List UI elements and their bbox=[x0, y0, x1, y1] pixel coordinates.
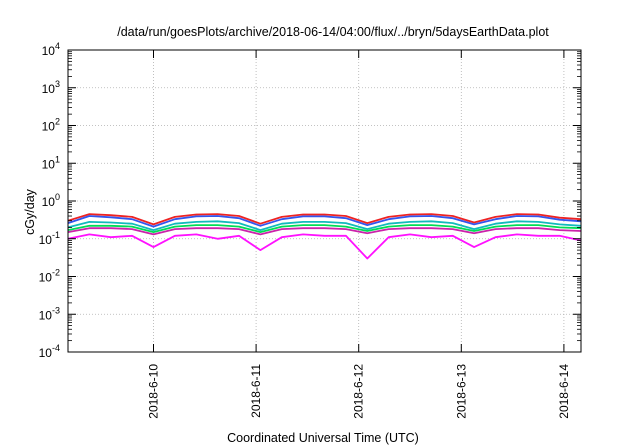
y-tick-exponent: -1 bbox=[52, 230, 60, 240]
chart-title: /data/run/goesPlots/archive/2018-06-14/0… bbox=[117, 25, 549, 39]
x-tick-label: 2018-6-11 bbox=[249, 364, 263, 418]
axes bbox=[67, 49, 582, 353]
plot-frame bbox=[67, 49, 582, 353]
y-tick-label: 10-2 bbox=[39, 268, 60, 285]
y-tick-base: 10 bbox=[42, 44, 56, 58]
series-line-3 bbox=[67, 220, 582, 232]
x-tick-label: 2018-6-13 bbox=[454, 364, 468, 419]
y-tick-exponent: 4 bbox=[55, 41, 60, 51]
series-line-6 bbox=[67, 233, 582, 260]
y-tick-exponent: -3 bbox=[52, 305, 60, 315]
y-tick-exponent: 0 bbox=[55, 192, 60, 202]
grid-lines bbox=[68, 50, 581, 352]
x-tick-label: 2018-6-12 bbox=[352, 364, 366, 419]
x-axis-label: Coordinated Universal Time (UTC) bbox=[227, 431, 419, 445]
y-tick-label: 10-4 bbox=[39, 343, 60, 360]
y-tick-label: 104 bbox=[42, 41, 60, 58]
y-tick-base: 10 bbox=[39, 271, 53, 285]
y-tick-exponent: -2 bbox=[52, 268, 60, 278]
y-tick-label: 10-3 bbox=[39, 305, 60, 322]
series-layer bbox=[67, 213, 582, 260]
y-tick-base: 10 bbox=[39, 233, 53, 247]
y-tick-exponent: 2 bbox=[55, 117, 60, 127]
y-tick-base: 10 bbox=[39, 308, 53, 322]
y-tick-exponent: -4 bbox=[52, 343, 60, 353]
x-tick-label: 2018-6-10 bbox=[147, 364, 161, 419]
y-tick-label: 103 bbox=[42, 79, 60, 96]
series-line-1 bbox=[67, 213, 582, 226]
y-tick-label: 102 bbox=[42, 117, 60, 134]
y-tick-base: 10 bbox=[39, 346, 53, 360]
series-line-4 bbox=[67, 224, 582, 234]
y-tick-base: 10 bbox=[42, 120, 56, 134]
series-line-2 bbox=[67, 215, 582, 228]
y-tick-exponent: 3 bbox=[55, 79, 60, 89]
y-tick-label: 101 bbox=[42, 154, 60, 171]
y-tick-label: 100 bbox=[42, 192, 60, 209]
y-axis-label: cGy/day bbox=[23, 188, 37, 235]
y-tick-base: 10 bbox=[42, 195, 56, 209]
series-line-5 bbox=[67, 227, 582, 236]
y-tick-label: 10-1 bbox=[39, 230, 60, 247]
y-tick-base: 10 bbox=[42, 157, 56, 171]
x-tick-labels: 2018-6-10 2018-6-11 2018-6-12 2018-6-13 2018… bbox=[147, 364, 571, 419]
y-tick-exponent: 1 bbox=[55, 154, 60, 164]
y-tick-base: 10 bbox=[42, 82, 56, 96]
x-tick-label: 2018-6-14 bbox=[557, 364, 571, 419]
